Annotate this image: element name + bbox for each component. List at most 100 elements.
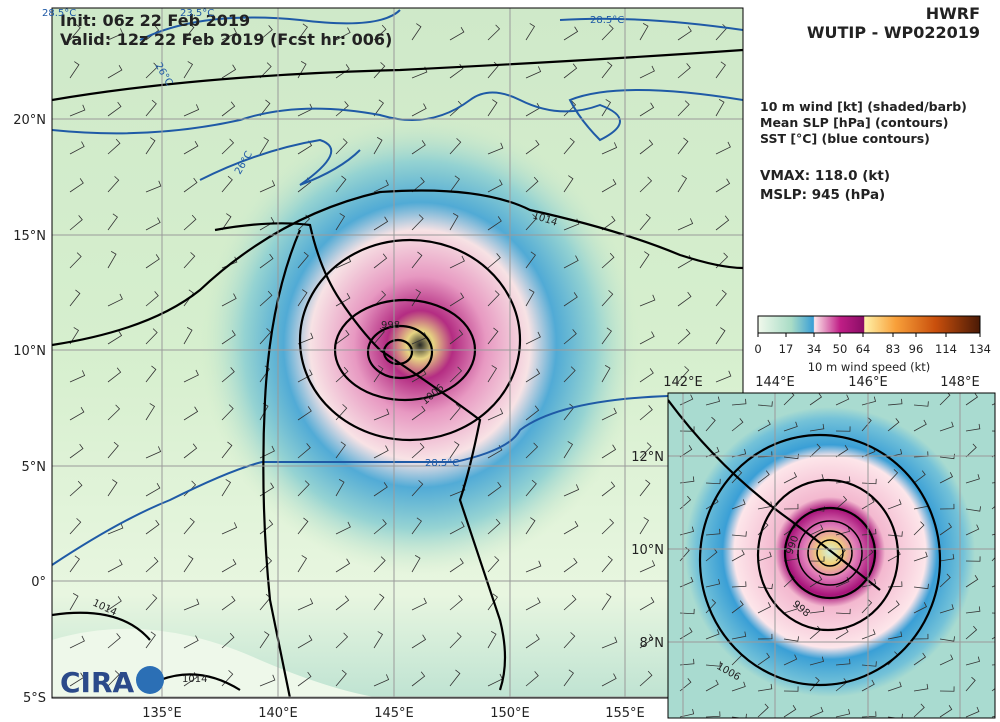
wind-barb [525, 517, 536, 535]
slp-contour [797, 520, 863, 586]
wind-barb [563, 137, 575, 155]
slp-contour [52, 48, 743, 102]
lon-label: 150°E [490, 706, 530, 721]
wind-barb [563, 669, 574, 687]
wind-barb [731, 469, 743, 484]
wind-barb [335, 669, 347, 687]
grid [52, 8, 743, 698]
wind-barb [757, 602, 772, 614]
lat-label: 10°N [13, 344, 46, 359]
slp-contour [298, 238, 522, 442]
wind-barb [601, 481, 616, 497]
wind-barb [731, 531, 747, 537]
map-frame [51, 7, 744, 699]
wind-barb [487, 365, 498, 383]
wind-barb [69, 672, 85, 687]
wind-barb [107, 213, 118, 231]
wind-barb [757, 551, 772, 562]
wind-barb [335, 64, 350, 79]
wind-barb [183, 61, 194, 79]
wind-barb [835, 608, 851, 615]
wind-barb [783, 453, 799, 460]
wind-barb [373, 62, 386, 79]
wind-barb [705, 528, 721, 536]
wind-barb [525, 479, 537, 497]
wind-barb [757, 633, 773, 640]
wind-barb [731, 549, 745, 562]
wind-barb [965, 506, 981, 512]
wind-barb [913, 633, 929, 640]
wind-barb [705, 578, 721, 588]
slp-contour [159, 673, 241, 691]
wind-barb [861, 578, 877, 588]
wind-barb [183, 326, 193, 345]
wind-barb [449, 292, 465, 307]
wind-barb [183, 406, 199, 421]
wind-barb [861, 478, 877, 485]
wind-barb [939, 453, 955, 460]
wind-barb [259, 62, 272, 79]
wind-barb [107, 101, 122, 117]
slp-contour [668, 399, 881, 591]
wind-barb [783, 503, 799, 510]
lon-label: 135°E [142, 706, 182, 721]
wind-barb [525, 597, 541, 611]
wind-barb [107, 596, 122, 611]
sst-label: 28.5°C [42, 8, 76, 19]
wind-barb [69, 370, 86, 383]
wind-barb [525, 331, 541, 345]
wind-barb [183, 369, 199, 383]
wind-barb [259, 253, 274, 269]
wind-barb [715, 141, 731, 155]
wind-barb [639, 176, 653, 193]
wind-barb [913, 401, 929, 407]
sst-contour [559, 17, 743, 31]
wind-barb [939, 686, 955, 692]
wind-barb [601, 555, 613, 573]
wind-barb [145, 137, 156, 155]
wind-barb [525, 176, 539, 193]
logo-emblem [136, 666, 164, 694]
wind-barb [965, 423, 981, 432]
colorbar [757, 315, 981, 334]
wind-barb [335, 478, 345, 497]
wind-barb [335, 329, 350, 345]
wind-barb [69, 592, 79, 611]
wind-barb [601, 364, 611, 383]
wind-barb [939, 421, 954, 432]
slp-contour [52, 189, 743, 347]
wind-barb [809, 556, 825, 562]
wind-barb [731, 398, 747, 406]
wind-barb [563, 632, 576, 649]
wind-barb [639, 331, 655, 345]
wind-barb [861, 629, 876, 640]
wind-barb [715, 252, 729, 269]
storm-name: WUTIP - WP022019 [807, 23, 980, 42]
wind-barb [69, 518, 82, 535]
wind-barb [449, 175, 460, 193]
wind-barb [297, 289, 308, 307]
wind-barb [107, 367, 122, 383]
wind-barb [373, 24, 387, 41]
wind-barb [107, 559, 123, 573]
wind-barb [783, 686, 799, 692]
wind-barb [757, 583, 773, 590]
wind-barb [183, 252, 196, 269]
wind-barb [731, 581, 747, 588]
wind-barb [965, 524, 980, 536]
wind-barb [259, 631, 270, 649]
wind-barb [373, 482, 388, 497]
wind-barb [525, 66, 542, 79]
wind-barb [183, 635, 199, 649]
wind-barb [145, 631, 156, 649]
wind-barb [183, 443, 198, 459]
wind-barb [601, 215, 616, 231]
slp-contour [52, 611, 151, 641]
wind-barb [705, 478, 721, 485]
slp-contour [214, 222, 507, 691]
wind-barb [965, 443, 977, 458]
wind-barb [913, 683, 929, 692]
axis-labels: 20°N 15°N 10°N 5°N 0° 5°S 135°E 140°E 145°E 150°E… [13, 113, 980, 721]
colorbar-tick-label: 17 [779, 342, 794, 356]
wind-barb [939, 636, 955, 642]
